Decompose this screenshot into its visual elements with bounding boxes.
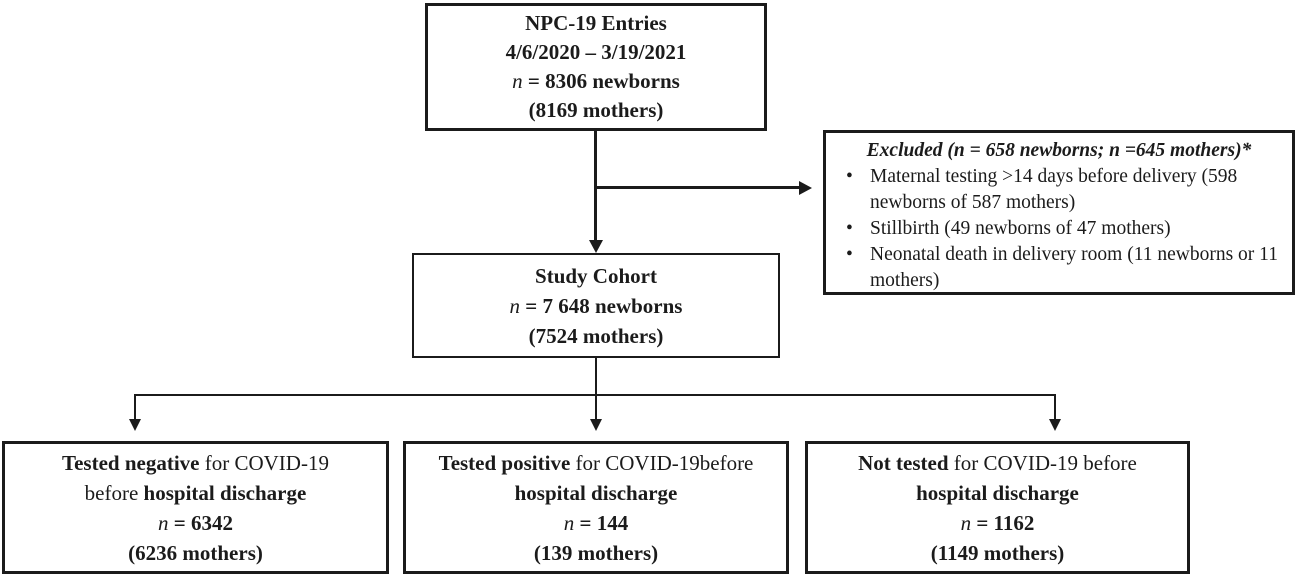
- n-symbol: n: [960, 510, 972, 535]
- positive-line1: Tested positive for COVID-19before: [438, 450, 754, 475]
- not-tested-mothers-count: (1149 mothers): [930, 540, 1065, 565]
- negative-mothers-count: (6236 mothers): [128, 540, 263, 565]
- entries-mothers-count: (8169 mothers): [528, 98, 664, 122]
- positive-line2: hospital discharge: [514, 480, 678, 505]
- n-symbol: n: [563, 510, 575, 535]
- n-symbol: n: [509, 293, 521, 318]
- connector-cohort-to-split: [595, 358, 597, 419]
- excluded-title: Excluded (n = 658 newborns; n =645 mothe…: [866, 140, 1252, 161]
- n-symbol: n: [158, 510, 169, 535]
- entries-n-count: n = 8306 newborns: [512, 69, 680, 93]
- n-symbol: n: [512, 69, 523, 93]
- negative-line2: before hospital discharge: [84, 480, 307, 505]
- arrowhead-down-icon: [590, 419, 602, 431]
- study-cohort-box: Study Cohort n = 7 648 newborns (7524 mo…: [412, 253, 780, 358]
- not-tested-line2: hospital discharge: [916, 480, 1079, 505]
- positive-n-count: n = 144: [563, 510, 629, 535]
- excluded-bullet-item: Maternal testing >14 days before deliver…: [844, 164, 1284, 216]
- not-tested-n-count: n = 1162: [960, 510, 1035, 535]
- tested-positive-box: Tested positive for COVID-19before hospi…: [403, 441, 789, 574]
- cohort-n-count: n = 7 648 newborns: [509, 293, 683, 318]
- excluded-bullet-item: Neonatal death in delivery room (11 newb…: [844, 242, 1284, 294]
- arrowhead-down-icon: [129, 419, 141, 431]
- entries-title: NPC-19 Entries: [525, 11, 667, 35]
- entries-box: NPC-19 Entries 4/6/2020 – 3/19/2021 n = …: [425, 3, 767, 131]
- not-tested-line1: Not tested for COVID-19 before: [858, 450, 1137, 475]
- tested-negative-box: Tested negative for COVID-19 before hosp…: [2, 441, 389, 574]
- excluded-box: Excluded (n = 658 newborns; n =645 mothe…: [823, 130, 1295, 295]
- arrowhead-down-icon: [1049, 419, 1061, 431]
- entries-date-range: 4/6/2020 – 3/19/2021: [505, 40, 687, 64]
- positive-mothers-count: (139 mothers): [533, 540, 659, 565]
- cohort-mothers-count: (7524 mothers): [528, 323, 664, 348]
- connector-to-excluded: [596, 186, 800, 189]
- arrowhead-right-icon: [799, 181, 812, 195]
- connector-split-horizontal: [134, 394, 1056, 396]
- not-tested-box: Not tested for COVID-19 before hospital …: [805, 441, 1190, 574]
- arrowhead-down-icon: [589, 240, 603, 253]
- cohort-title: Study Cohort: [535, 263, 657, 288]
- negative-line1: Tested negative for COVID-19: [62, 450, 329, 475]
- excluded-bullet-list: Maternal testing >14 days before deliver…: [834, 164, 1284, 294]
- excluded-bullet-item: Stillbirth (49 newborns of 47 mothers): [844, 216, 1284, 242]
- connector-to-negative: [134, 394, 136, 420]
- connector-entries-to-cohort: [594, 131, 597, 241]
- connector-to-not-tested: [1054, 394, 1056, 420]
- negative-n-count: n = 6342: [158, 510, 233, 535]
